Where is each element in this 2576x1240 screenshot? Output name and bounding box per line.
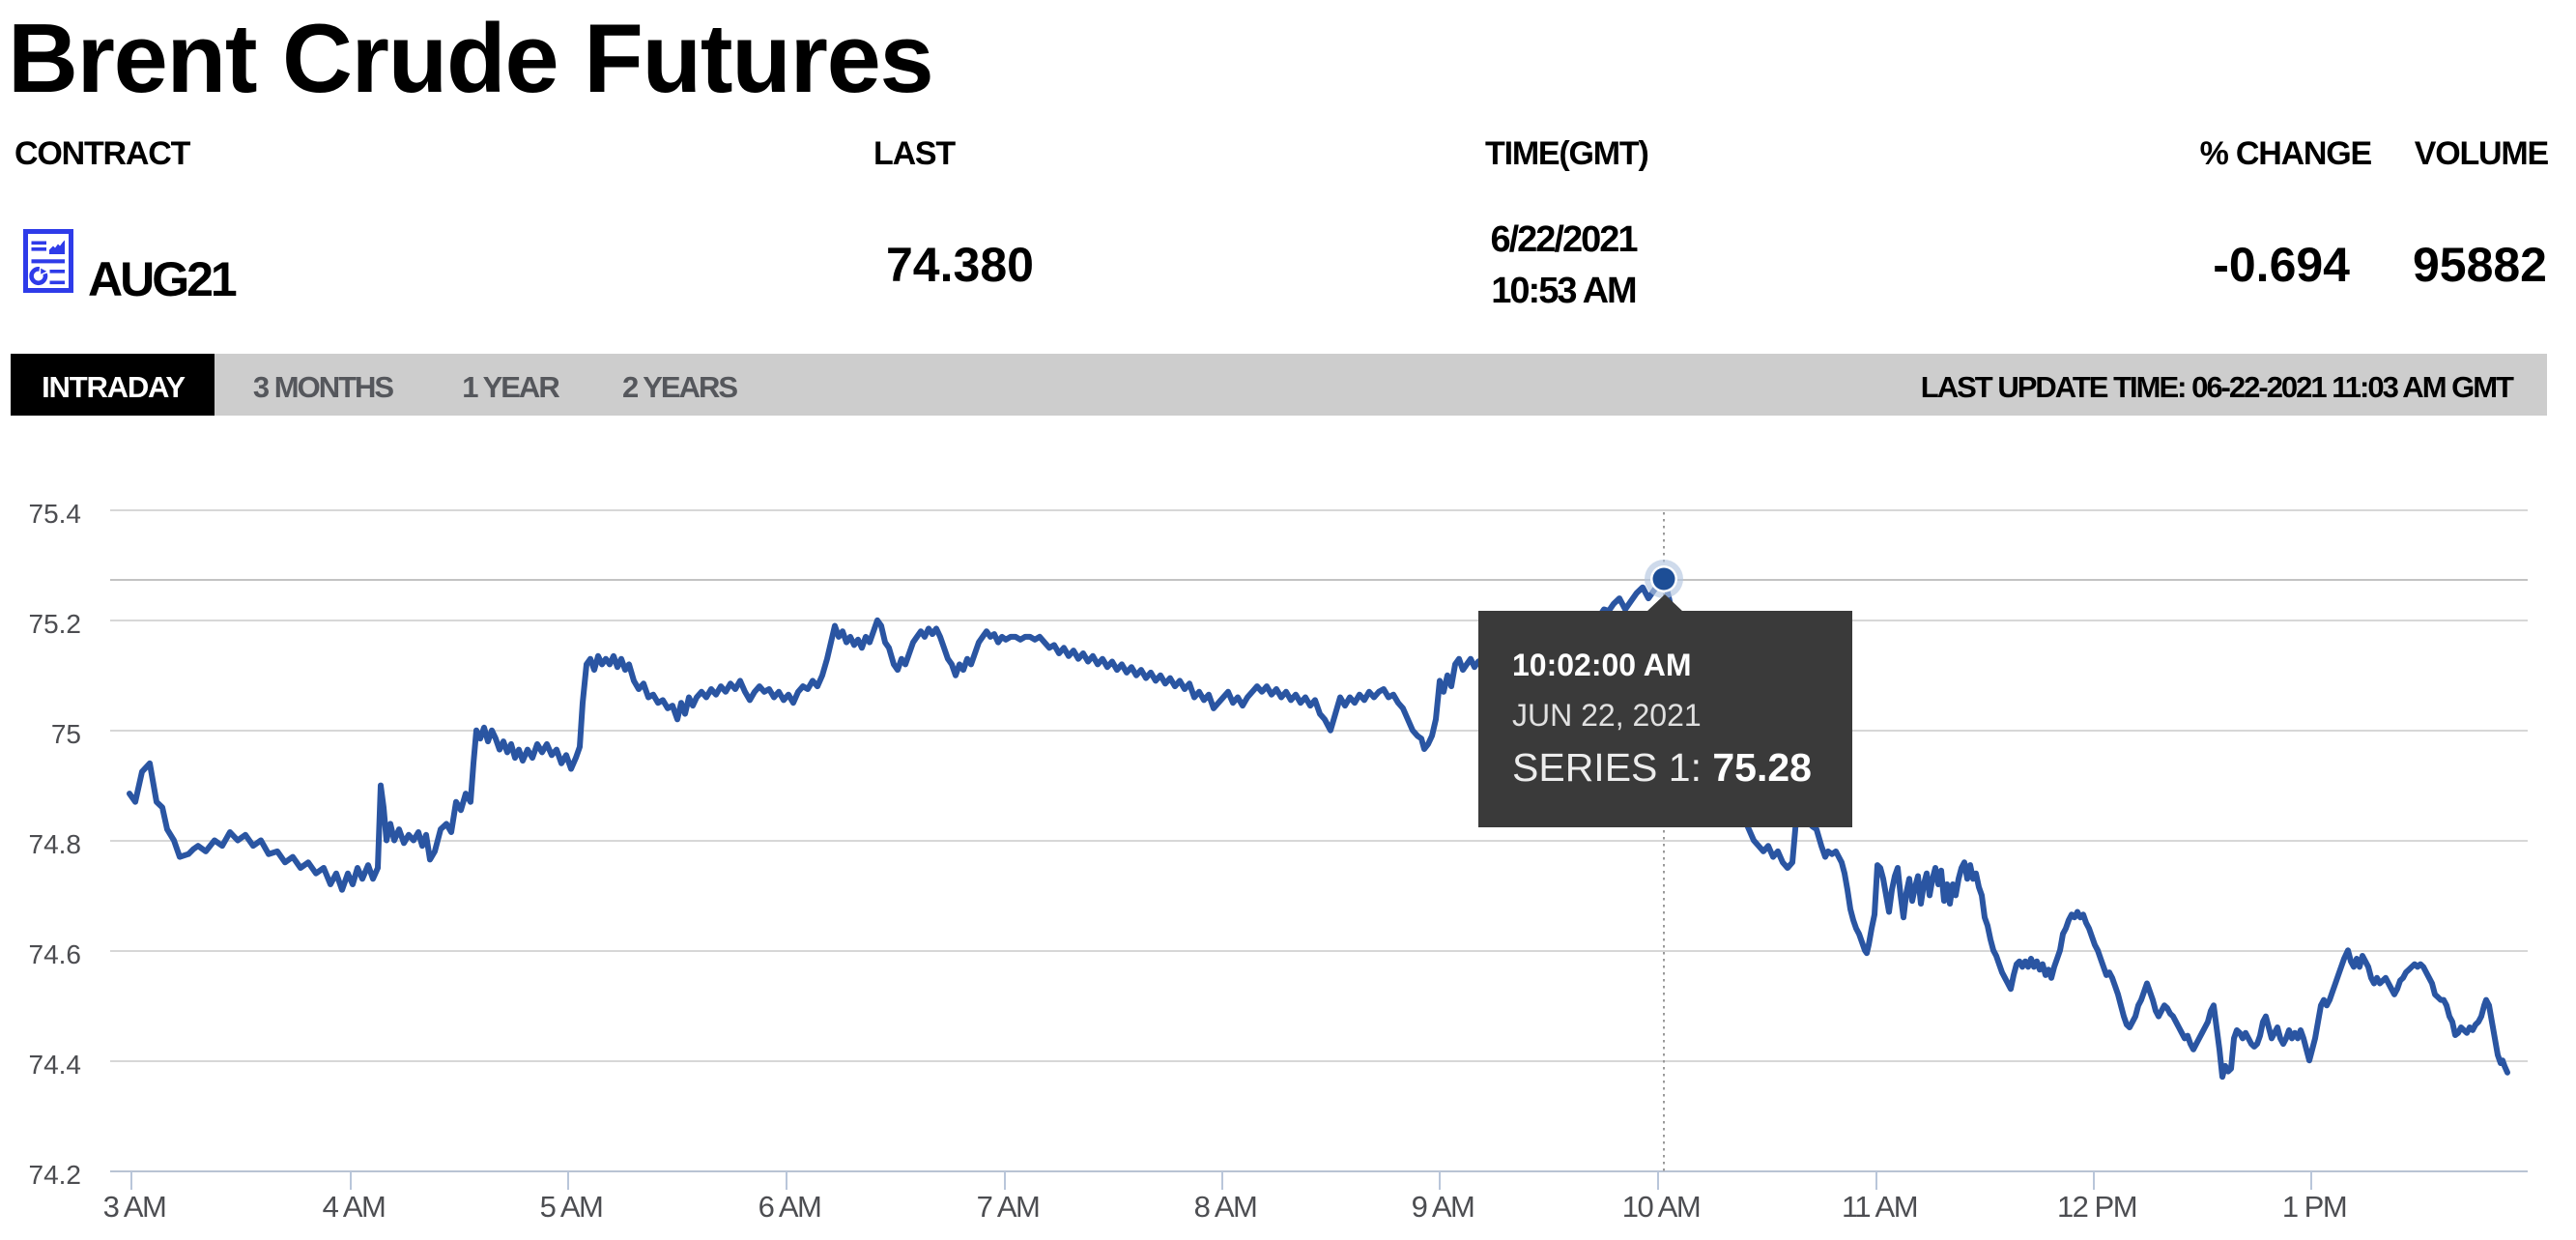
svg-text:6 AM: 6 AM [758, 1190, 821, 1224]
svg-text:SERIES 1: 75.28: SERIES 1: 75.28 [1512, 745, 1812, 790]
svg-text:JUN 22, 2021: JUN 22, 2021 [1512, 698, 1702, 733]
svg-text:1 PM: 1 PM [2282, 1190, 2346, 1224]
svg-text:3 AM: 3 AM [103, 1190, 166, 1224]
svg-text:9 AM: 9 AM [1412, 1190, 1474, 1224]
svg-text:10:02:00 AM: 10:02:00 AM [1512, 648, 1692, 682]
svg-text:74.2: 74.2 [29, 1160, 82, 1190]
svg-text:10 AM: 10 AM [1622, 1190, 1700, 1224]
svg-text:5 AM: 5 AM [540, 1190, 603, 1224]
svg-text:12 PM: 12 PM [2057, 1190, 2136, 1224]
svg-text:74.8: 74.8 [29, 829, 82, 859]
svg-text:74.6: 74.6 [29, 939, 82, 969]
svg-text:75.2: 75.2 [29, 609, 82, 639]
svg-text:7 AM: 7 AM [977, 1190, 1040, 1224]
svg-text:4 AM: 4 AM [323, 1190, 386, 1224]
svg-text:74.4: 74.4 [29, 1050, 82, 1080]
svg-text:75: 75 [51, 719, 81, 749]
svg-text:11 AM: 11 AM [1842, 1190, 1917, 1224]
svg-text:8 AM: 8 AM [1194, 1190, 1257, 1224]
svg-text:75.4: 75.4 [29, 499, 82, 529]
